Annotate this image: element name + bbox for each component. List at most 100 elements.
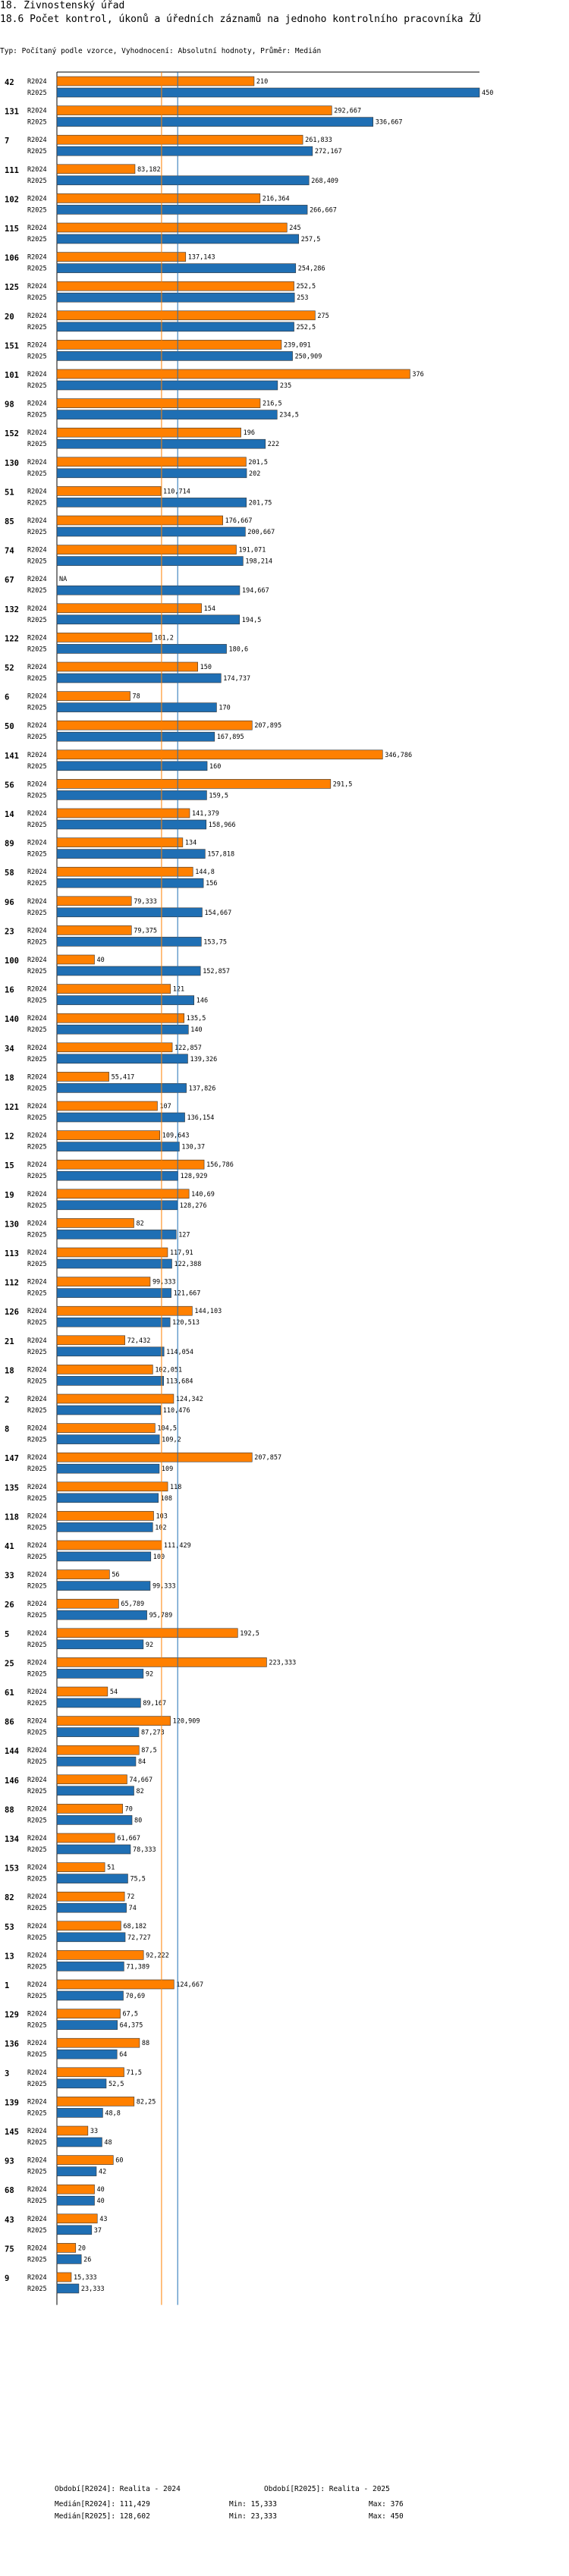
- value-label-r2025: 146: [196, 997, 208, 1005]
- category-label: 16: [5, 986, 14, 995]
- category-label: 130: [5, 1220, 19, 1229]
- category-label: 140: [5, 1015, 19, 1024]
- value-label-r2024: 92,222: [146, 1952, 169, 1959]
- category-label: 51: [5, 488, 14, 497]
- bar-r2025: [56, 673, 222, 683]
- value-label-r2024: 140,69: [191, 1191, 215, 1198]
- series-label-r2025: R2025: [27, 294, 47, 302]
- bar-r2025: [56, 1786, 134, 1796]
- series-label-r2024: R2024: [27, 1161, 47, 1169]
- value-label-r2025: 110,476: [163, 1407, 190, 1415]
- value-label-r2025: 23,333: [81, 2285, 105, 2293]
- bar-r2024: [56, 1979, 174, 1990]
- category-label: 6: [5, 693, 9, 702]
- value-label-r2024: 40: [97, 2186, 105, 2194]
- bar-r2024: [56, 1159, 205, 1170]
- bar-r2025: [56, 1610, 147, 1620]
- category-label: 113: [5, 1249, 19, 1258]
- bar-r2024: [56, 603, 202, 614]
- category-label: 43: [5, 2216, 14, 2225]
- bar-r2024: [56, 2243, 77, 2253]
- series-label-r2025: R2025: [27, 1437, 47, 1444]
- category-label: 14: [5, 810, 14, 819]
- chart-subtitle: Typ: Počítaný podle vzorce, Vyhodnocení:…: [0, 47, 322, 55]
- category-label: 153: [5, 1864, 19, 1874]
- bar-r2024: [56, 837, 184, 847]
- bar-r2024: [56, 427, 241, 438]
- category-label: 18: [5, 1366, 14, 1375]
- series-label-r2024: R2024: [27, 1484, 47, 1491]
- category-label: 141: [5, 752, 19, 761]
- value-label-r2024: 207,857: [254, 1454, 281, 1462]
- series-label-r2025: R2025: [27, 324, 47, 331]
- series-label-r2024: R2024: [27, 722, 47, 730]
- series-label-r2025: R2025: [27, 880, 47, 887]
- value-label-r2024: 176,667: [225, 517, 253, 525]
- bar-r2025: [56, 322, 294, 332]
- bar-r2024: [56, 1452, 253, 1462]
- value-label-r2025: 122,388: [174, 1261, 201, 1268]
- bar-r2025: [56, 1083, 187, 1093]
- bar-r2025: [56, 1258, 172, 1269]
- series-label-r2024: R2024: [27, 1747, 47, 1755]
- value-label-r2025: 170: [218, 705, 230, 712]
- bar-r2025: [56, 731, 215, 742]
- value-label-r2024: NA: [59, 576, 67, 583]
- series-label-r2024: R2024: [27, 634, 47, 642]
- series-label-r2025: R2025: [27, 763, 47, 771]
- series-label-r2025: R2025: [27, 821, 47, 829]
- series-label-r2025: R2025: [27, 1349, 47, 1356]
- series-label-r2024: R2024: [27, 401, 47, 408]
- category-label: 21: [5, 1337, 14, 1346]
- bar-r2025: [56, 907, 203, 918]
- series-label-r2025: R2025: [27, 148, 47, 156]
- bar-r2025: [56, 1639, 144, 1650]
- value-label-r2025: 100: [153, 1553, 165, 1561]
- legend-period-2025: Období[R2025]: Realita - 2025: [264, 2485, 390, 2493]
- series-label-r2024: R2024: [27, 1805, 47, 1813]
- value-label-r2025: 194,5: [242, 617, 262, 624]
- value-label-r2024: 196: [244, 429, 255, 437]
- category-label: 34: [5, 1045, 14, 1054]
- series-label-r2025: R2025: [27, 1495, 47, 1503]
- series-label-r2024: R2024: [27, 927, 47, 935]
- bar-r2025: [56, 410, 278, 419]
- value-label-r2025: 95,789: [149, 1612, 173, 1619]
- series-label-r2025: R2025: [27, 1583, 47, 1591]
- bar-r2025: [56, 351, 293, 361]
- series-label-r2024: R2024: [27, 2069, 47, 2077]
- category-label: 15: [5, 1161, 14, 1170]
- min-2024-stat: Min: 15,333: [229, 2500, 277, 2508]
- series-label-r2024: R2024: [27, 195, 47, 203]
- series-label-r2024: R2024: [27, 2011, 47, 2018]
- series-label-r2025: R2025: [27, 1729, 47, 1737]
- value-label-r2025: 266,667: [310, 206, 337, 214]
- series-label-r2025: R2025: [27, 734, 47, 741]
- bar-r2025: [56, 1346, 165, 1357]
- value-label-r2024: 376: [412, 371, 423, 379]
- bar-r2024: [56, 925, 132, 935]
- category-label: 25: [5, 1659, 14, 1668]
- bar-r2024: [56, 134, 303, 145]
- category-label: 3: [5, 2069, 9, 2078]
- value-label-r2025: 92: [146, 1641, 153, 1649]
- bar-r2024: [56, 2125, 89, 2136]
- value-label-r2025: 48: [104, 2139, 112, 2147]
- value-label-r2024: 54: [110, 1689, 118, 1696]
- bar-r2025: [56, 995, 195, 1005]
- value-label-r2024: 33: [90, 2128, 98, 2135]
- category-label: 135: [5, 1484, 19, 1493]
- category-label: 152: [5, 429, 19, 438]
- bar-r2025: [56, 1698, 141, 1708]
- series-label-r2025: R2025: [27, 1144, 47, 1151]
- series-label-r2025: R2025: [27, 1085, 47, 1092]
- series-label-r2024: R2024: [27, 488, 47, 495]
- value-label-r2024: 141,379: [192, 810, 219, 818]
- category-label: 42: [5, 78, 14, 87]
- bar-r2025: [56, 1756, 137, 1767]
- bar-r2025: [56, 1902, 127, 1913]
- bar-r2025: [56, 2078, 107, 2089]
- value-label-r2025: 140: [190, 1026, 202, 1034]
- series-label-r2025: R2025: [27, 1173, 47, 1180]
- series-label-r2024: R2024: [27, 957, 47, 964]
